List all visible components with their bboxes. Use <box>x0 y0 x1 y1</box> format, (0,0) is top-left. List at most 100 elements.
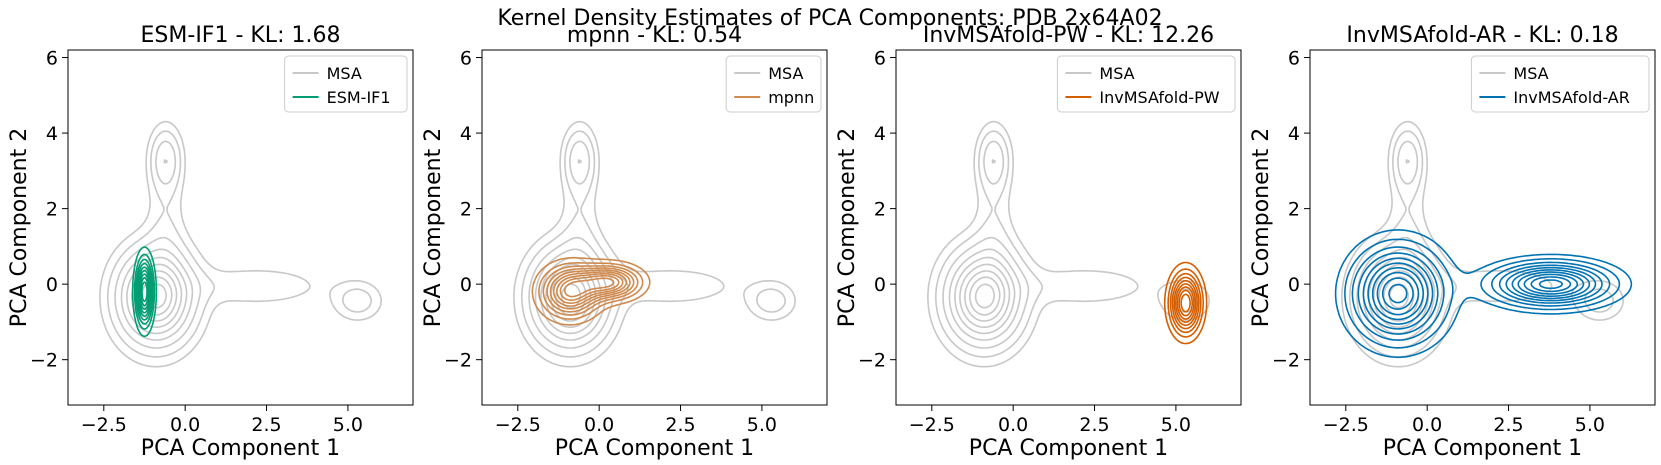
panel-title: InvMSAfold-PW - KL: 12.26 <box>923 23 1214 48</box>
x-tick-label: 0.0 <box>584 414 614 436</box>
y-tick-label: 2 <box>460 199 472 221</box>
model-contour-level-6 <box>1175 283 1197 323</box>
x-tick-label: 2.5 <box>251 414 281 436</box>
y-axis-label: PCA Component 2 <box>421 128 446 327</box>
model-contour-level-4 <box>136 262 153 321</box>
model-contour-level-8 <box>559 275 620 301</box>
legend-box <box>1470 55 1650 113</box>
panel-title: mpnn - KL: 0.54 <box>567 23 742 48</box>
legend-label-msa: MSA <box>1099 64 1134 83</box>
msa-contour-level-5 <box>954 256 1016 335</box>
legend-box <box>1056 55 1236 113</box>
legend-label-model: InvMSAfold-AR <box>1513 88 1629 107</box>
model-contour-level-6 <box>552 271 628 307</box>
model-contour-level-2 <box>538 262 644 320</box>
x-tick-label: 0.0 <box>170 414 200 436</box>
y-tick-label: 4 <box>1288 123 1300 145</box>
y-tick-label: −2 <box>444 350 472 372</box>
y-tick-label: 6 <box>46 48 58 70</box>
model-contour-level-1 <box>531 257 651 326</box>
plot-area <box>99 120 382 368</box>
model-contour-level-5 <box>1173 280 1198 327</box>
legend-label-model: mpnn <box>768 88 814 107</box>
y-axis-label: PCA Component 2 <box>7 128 32 327</box>
x-tick-label: 5.0 <box>1575 414 1605 436</box>
model-contour-level-9 <box>1180 293 1191 313</box>
msa-contour-level-1 <box>99 120 382 368</box>
x-tick-label: −2.5 <box>1323 414 1369 436</box>
model-contour-level-3 <box>1351 246 1611 341</box>
y-tick-label: 4 <box>46 123 58 145</box>
y-tick-label: 0 <box>1288 274 1300 296</box>
kde-panel-4: InvMSAfold-AR - KL: 0.18 −2.5 0.0 2.5 5.0 −2 0… <box>1249 23 1656 461</box>
y-tick-label: −2 <box>1272 350 1300 372</box>
model-contour-level-2 <box>133 253 156 330</box>
y-tick-label: −2 <box>30 350 58 372</box>
model-contour-level-8 <box>140 277 149 307</box>
y-tick-label: 6 <box>874 48 886 70</box>
x-tick-label: 2.5 <box>1493 414 1523 436</box>
msa-contour-level-2 <box>935 130 1200 358</box>
model-contour-level-4 <box>1357 252 1603 335</box>
model-contour-level-7 <box>556 273 624 304</box>
msa-contour-level-3 <box>114 140 202 349</box>
y-tick-label: 4 <box>460 123 472 145</box>
axes-frame <box>481 49 828 406</box>
legend: MSA InvMSAfold-PW <box>1056 55 1236 113</box>
model-contour-level-9 <box>564 277 615 298</box>
model-contour-level-7 <box>1176 286 1195 320</box>
axes-frame <box>67 49 414 406</box>
panel-title: InvMSAfold-AR - KL: 0.18 <box>1346 23 1618 48</box>
y-tick-label: 0 <box>46 274 58 296</box>
plot-area <box>1334 120 1633 368</box>
legend: MSA InvMSAfold-AR <box>1470 55 1650 113</box>
model-contour-level-1 <box>1163 261 1208 345</box>
figure-suptitle: Kernel Density Estimates of PCA Componen… <box>497 6 1162 31</box>
msa-contour-level-1 <box>1341 120 1624 368</box>
msa-contour-level-7 <box>964 270 1006 322</box>
kde-panel-1: ESM-IF1 - KL: 1.68 −2.5 0.0 2.5 5.0 −2 0 2 4 6 PCA… <box>7 23 414 461</box>
axes-frame <box>895 49 1242 406</box>
y-tick-label: 2 <box>874 199 886 221</box>
model-contour-level-5 <box>549 269 631 310</box>
model-contour-level-8 <box>1376 271 1579 316</box>
legend: MSA mpnn <box>725 55 822 113</box>
legend-label-model: ESM-IF1 <box>327 88 391 107</box>
y-tick-label: 2 <box>46 199 58 221</box>
y-axis-label: PCA Component 2 <box>1249 128 1274 327</box>
msa-contour-level-1 <box>927 120 1210 368</box>
x-axis-label: PCA Component 1 <box>141 436 340 461</box>
legend-label-msa: MSA <box>1513 64 1548 83</box>
y-tick-label: 0 <box>874 274 886 296</box>
plot-area <box>513 120 796 368</box>
x-tick-label: 5.0 <box>1161 414 1191 436</box>
x-axis-label: PCA Component 1 <box>555 436 754 461</box>
msa-contour-level-8 <box>969 276 1001 316</box>
model-contour-level-9 <box>1381 276 1572 310</box>
msa-contour-level-1 <box>513 120 796 368</box>
msa-contour-level-3 <box>528 140 616 349</box>
legend-label-msa: MSA <box>327 64 362 83</box>
model-contour-level-2 <box>1344 238 1621 349</box>
msa-contour-level-6 <box>959 263 1011 328</box>
model-contour-level-7 <box>139 273 150 310</box>
y-tick-label: 6 <box>1288 48 1300 70</box>
msa-contour-level-9 <box>974 283 995 309</box>
legend-label-model: InvMSAfold-PW <box>1099 88 1219 107</box>
msa-contour-level-4 <box>948 159 1022 341</box>
msa-contour-level-2 <box>107 130 372 358</box>
x-tick-label: 2.5 <box>1079 414 1109 436</box>
model-contour-level-1 <box>131 246 158 338</box>
y-tick-label: 4 <box>874 123 886 145</box>
msa-contour-level-3 <box>942 140 1030 349</box>
x-tick-label: 2.5 <box>665 414 695 436</box>
model-contour-level-1 <box>1334 229 1633 359</box>
panel-title: ESM-IF1 - KL: 1.68 <box>141 23 341 48</box>
plot-area <box>927 120 1210 368</box>
model-contour-level-2 <box>1167 268 1204 338</box>
model-contour-level-4 <box>546 267 635 313</box>
model-contour-level-7 <box>1371 267 1585 321</box>
model-contour-level-6 <box>138 269 151 314</box>
axes-frame <box>1309 49 1656 406</box>
